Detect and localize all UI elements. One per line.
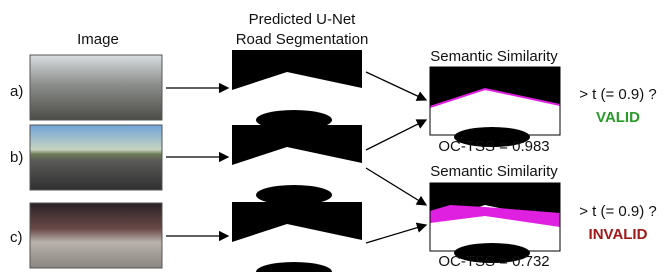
row-label: b) (10, 149, 23, 166)
threshold-test: > t (= 0.9) ? (579, 86, 657, 103)
score: OC-TSS = 0.732 (438, 253, 549, 270)
image (30, 55, 162, 120)
similarity-map (430, 67, 560, 147)
score: OC-TSS = 0.983 (438, 138, 549, 155)
threshold-test: > t (= 0.9) ? (579, 203, 657, 220)
row-label: a) (10, 83, 23, 100)
row-label: c) (10, 229, 23, 246)
segmentation (232, 50, 362, 130)
result: VALID (596, 109, 640, 126)
segmentation (232, 202, 362, 272)
seg-header: Road Segmentation (236, 31, 369, 48)
seg-header: Predicted U-Net (249, 11, 357, 28)
diagram: Image Predicted U-Net Road Segmentation … (0, 0, 667, 272)
sim-title: Semantic Similarity (430, 163, 558, 180)
result: INVALID (589, 226, 648, 243)
image (30, 125, 162, 190)
image (30, 203, 162, 268)
image-header: Image (77, 31, 119, 48)
similarity-map (430, 183, 560, 263)
segmentation (232, 125, 362, 205)
sim-title: Semantic Similarity (430, 48, 558, 65)
